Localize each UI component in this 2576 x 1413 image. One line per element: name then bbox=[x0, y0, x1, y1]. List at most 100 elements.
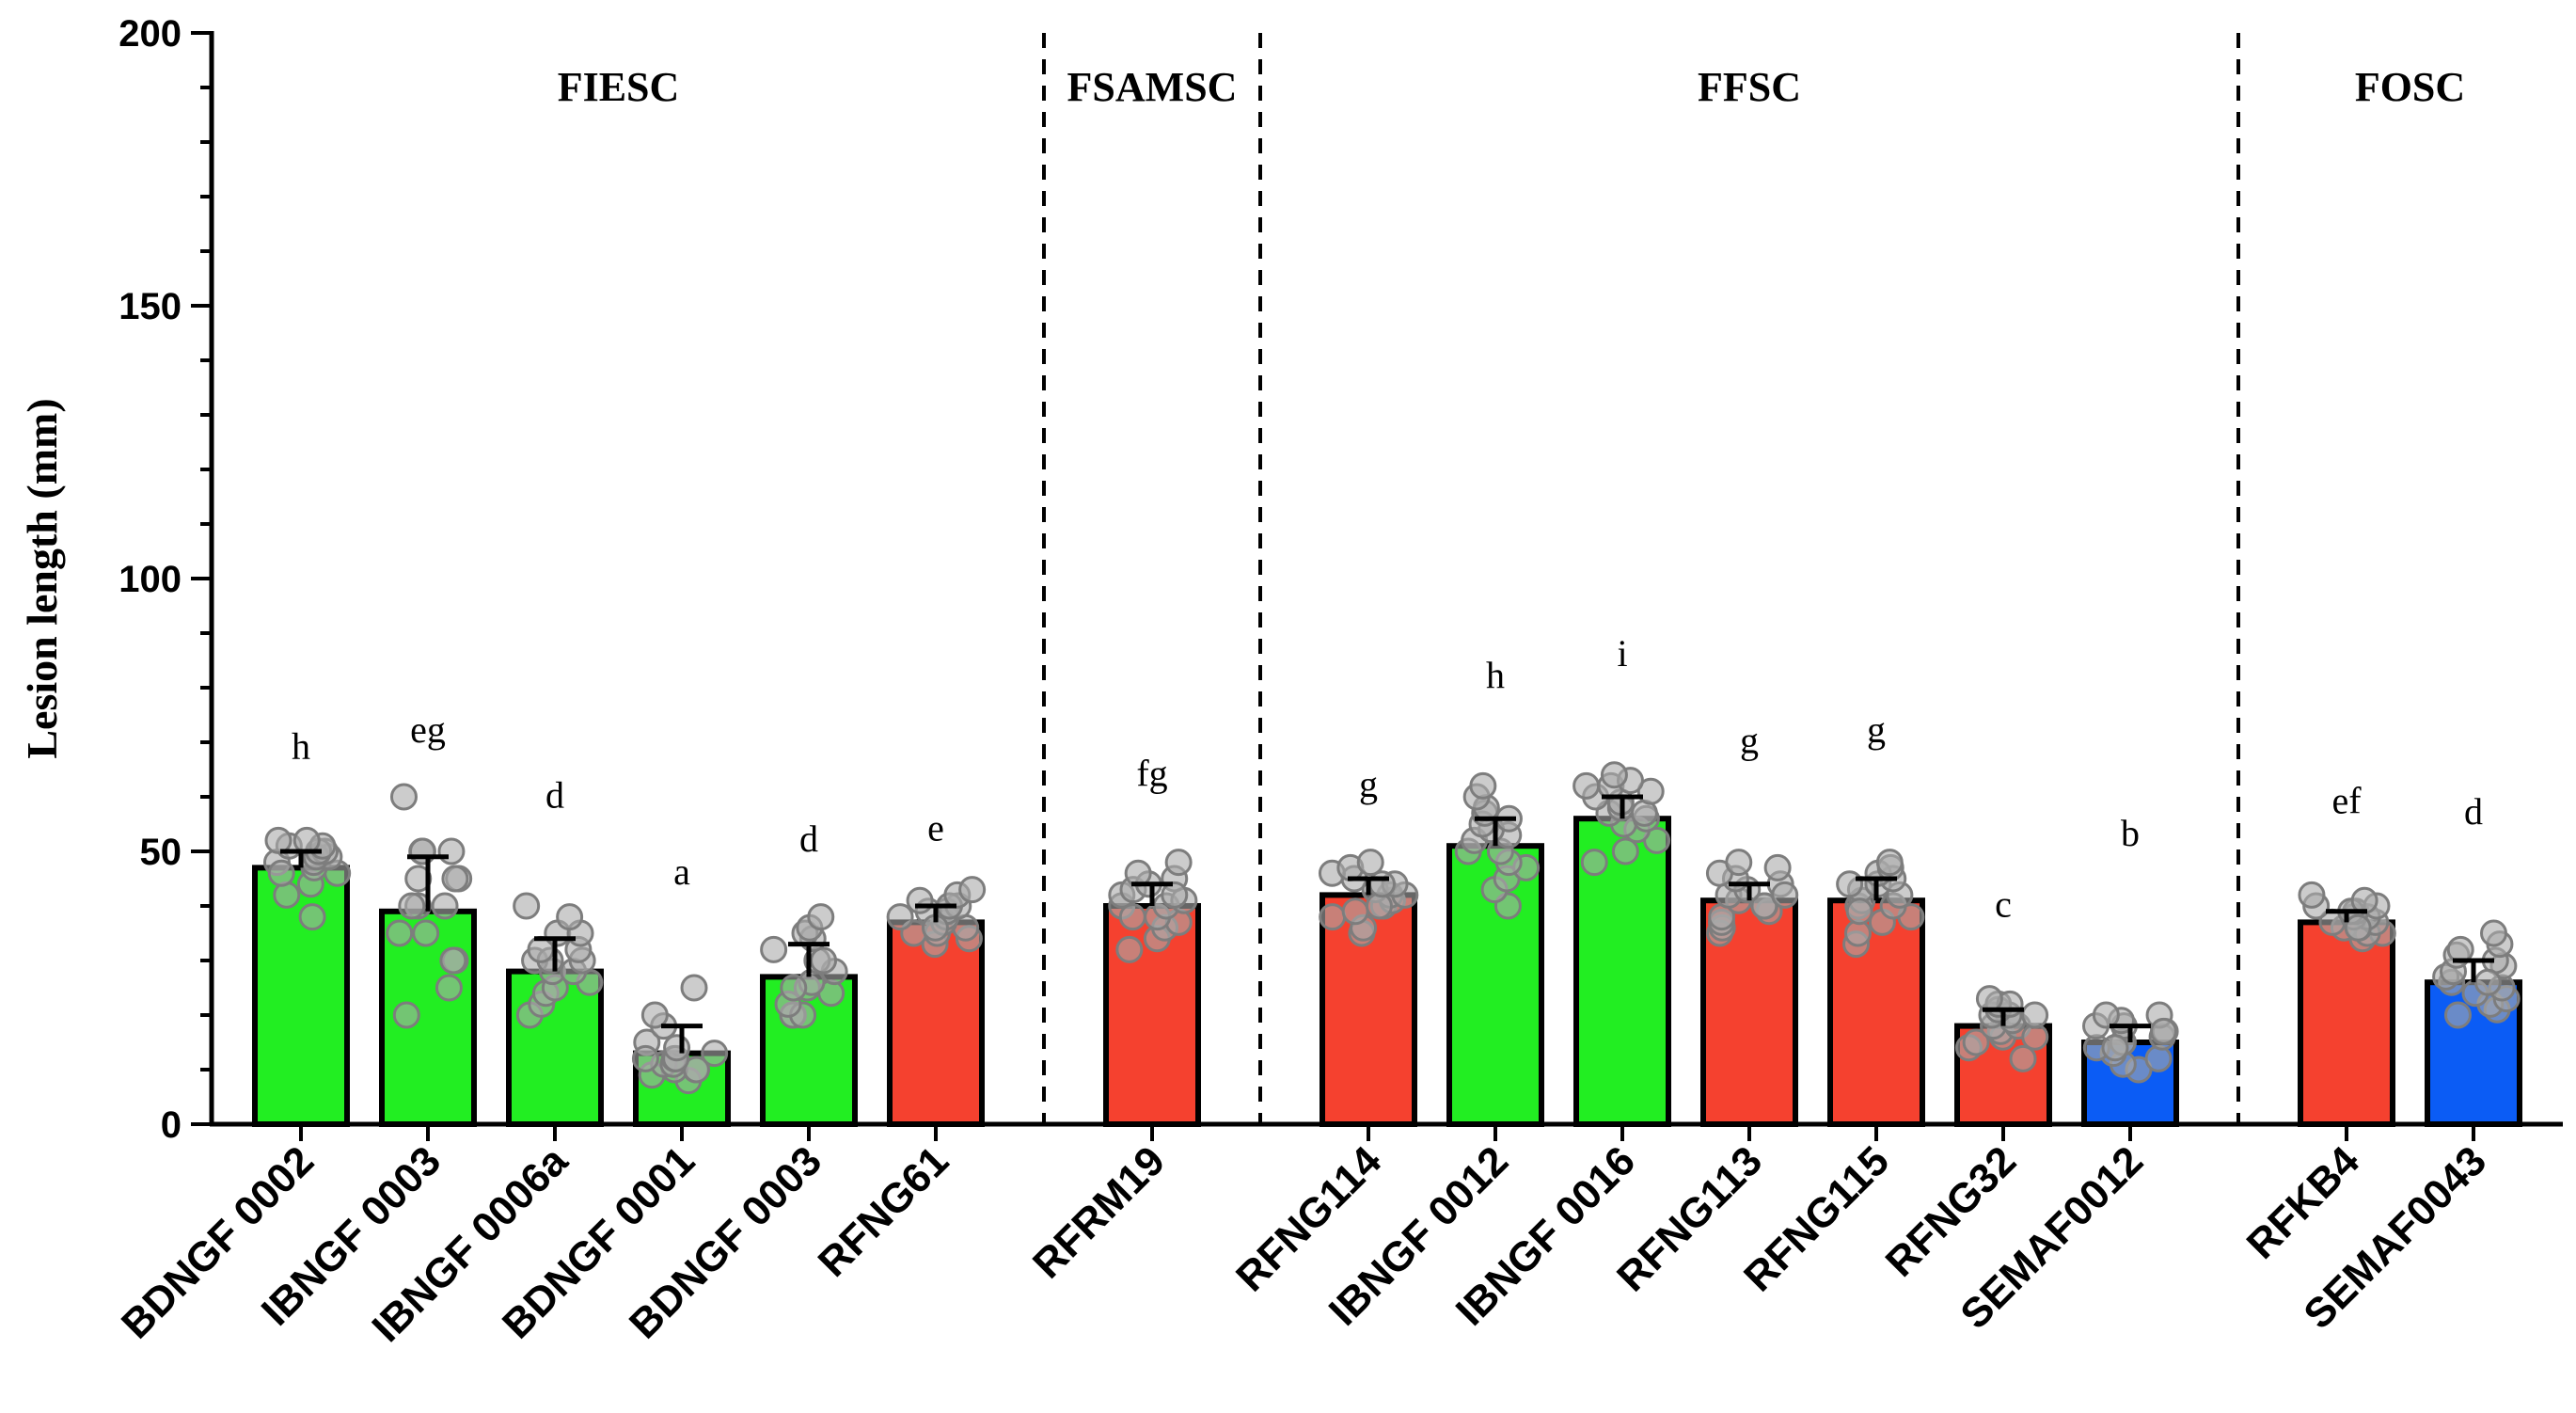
point-rfng32-2 bbox=[1962, 1028, 1990, 1056]
point-bdngf-0002-15 bbox=[267, 859, 295, 887]
point-bdngf-0002-0 bbox=[298, 903, 326, 931]
point-rfng61-12 bbox=[906, 886, 934, 914]
point-semaf0012-15 bbox=[2149, 1017, 2177, 1045]
point-rfng32-0 bbox=[2009, 1044, 2037, 1072]
point-ibngf-0012-15 bbox=[1469, 771, 1497, 800]
point-rfng113-6 bbox=[1750, 892, 1778, 920]
point-rfng115-14 bbox=[1845, 897, 1873, 926]
point-ibngf-0003-11 bbox=[441, 865, 469, 893]
y-ticks: 0 50 100 150 200 bbox=[119, 13, 212, 1146]
point-rfng61-14 bbox=[958, 876, 987, 904]
point-semaf0012-14 bbox=[2101, 1034, 2129, 1062]
point-ibngf-0003-5 bbox=[412, 919, 440, 947]
point-rfng115-15 bbox=[1836, 870, 1864, 898]
group-labels: FIESC FSAMSC FFSC FOSC bbox=[558, 64, 2465, 110]
significance-letter-ibngf-0003: eg bbox=[410, 708, 446, 751]
point-ibngf-0016-13 bbox=[1572, 771, 1601, 800]
point-rfrm19-13 bbox=[1164, 849, 1193, 877]
significance-letter-semaf0012: b bbox=[2121, 812, 2140, 854]
point-semaf0043-14 bbox=[2479, 919, 2507, 947]
point-ibngf-0003-0 bbox=[392, 1001, 420, 1029]
group-dividers bbox=[1042, 33, 2240, 1124]
point-bdngf-0003-15 bbox=[780, 974, 808, 1002]
points-layer bbox=[262, 761, 2521, 1095]
error-bars-layer bbox=[280, 794, 2494, 1054]
point-rfng114-3 bbox=[1341, 897, 1369, 926]
significance-letter-rfng61: e bbox=[927, 806, 944, 849]
significance-letter-rfkb4: ef bbox=[2331, 779, 2362, 821]
point-bdngf-0001-13 bbox=[640, 1001, 669, 1029]
point-ibngf-0003-13 bbox=[408, 837, 436, 865]
point-rfng115-13 bbox=[1875, 849, 1904, 877]
x-tick-label-rfrm19: RFRM19 bbox=[1024, 1137, 1174, 1287]
point-ibngf-0003-15 bbox=[389, 783, 418, 811]
y-axis-title: Lesion length (mm) bbox=[18, 398, 66, 758]
point-bdngf-0001-14 bbox=[680, 974, 708, 1002]
y-tick-label-200: 200 bbox=[119, 13, 182, 55]
point-bdngf-0003-10 bbox=[760, 935, 788, 963]
point-semaf0043-15 bbox=[2473, 968, 2502, 996]
significance-letter-rfng113: g bbox=[1740, 720, 1759, 762]
significance-letter-ibngf-0016: i bbox=[1617, 632, 1627, 675]
point-ibngf-0016-0 bbox=[1580, 849, 1608, 877]
point-rfng113-15 bbox=[1771, 881, 1799, 909]
significance-letter-ibngf-0012: h bbox=[1486, 654, 1505, 696]
point-rfkb4-14 bbox=[2298, 881, 2326, 909]
x-tick-label-rfng61: RFNG61 bbox=[810, 1137, 957, 1285]
point-bdngf-0003-14 bbox=[807, 903, 835, 931]
point-semaf0012-2 bbox=[2144, 1044, 2173, 1072]
point-ibngf-0003-1 bbox=[435, 974, 463, 1002]
significance-letter-ibngf-0006a: d bbox=[545, 774, 564, 817]
point-bdngf-0001-15 bbox=[631, 1044, 659, 1072]
y-tick-label-50: 50 bbox=[140, 832, 182, 873]
point-rfrm19-14 bbox=[1118, 903, 1146, 931]
significance-letter-rfrm19: fg bbox=[1136, 752, 1167, 794]
significance-letter-rfng32: c bbox=[1995, 883, 2012, 926]
point-rfng114-13 bbox=[1356, 849, 1384, 877]
point-rfng114-15 bbox=[1367, 870, 1396, 898]
point-ibngf-0003-4 bbox=[386, 919, 414, 947]
bar-rfkb4 bbox=[2298, 919, 2395, 1128]
point-rfkb4-15 bbox=[2344, 913, 2372, 942]
point-bdngf-0002-1 bbox=[273, 881, 301, 909]
group-label-fiesc: FIESC bbox=[558, 64, 680, 110]
group-label-ffsc: FFSC bbox=[1698, 64, 1801, 110]
bar-bdngf-0002 bbox=[252, 865, 350, 1128]
significance-letter-semaf0043: d bbox=[2464, 790, 2483, 833]
point-semaf0012-12 bbox=[2092, 1001, 2120, 1029]
y-tick-label-150: 150 bbox=[119, 286, 182, 327]
point-ibngf-0003-9 bbox=[404, 865, 433, 893]
significance-letter-bdngf-0003: d bbox=[799, 818, 818, 860]
point-rfng32-15 bbox=[2021, 1001, 2049, 1029]
significance-letter-bdngf-0001: a bbox=[673, 850, 690, 893]
point-bdngf-0001-9 bbox=[701, 1040, 729, 1068]
point-ibngf-0016-11 bbox=[1636, 777, 1665, 805]
point-ibngf-0003-8 bbox=[398, 892, 426, 920]
group-label-fosc: FOSC bbox=[2355, 64, 2465, 110]
point-rfng61-6 bbox=[886, 903, 914, 931]
point-bdngf-0003-9 bbox=[810, 946, 838, 975]
y-tick-label-100: 100 bbox=[119, 559, 182, 600]
group-label-fsamsc: FSAMSC bbox=[1067, 64, 1238, 110]
y-tick-label-0: 0 bbox=[161, 1104, 182, 1146]
point-bdngf-0001-10 bbox=[663, 1034, 691, 1062]
x-tick-label-rfkb4: RFKB4 bbox=[2238, 1137, 2369, 1268]
point-ibngf-0003-3 bbox=[439, 946, 467, 975]
point-bdngf-0002-13 bbox=[264, 826, 292, 854]
point-rfng113-13 bbox=[1763, 853, 1792, 881]
point-rfng114-2 bbox=[1319, 903, 1347, 931]
point-ibngf-0003-6 bbox=[431, 892, 459, 920]
point-ibngf-0016-15 bbox=[1600, 761, 1628, 789]
point-rfng113-14 bbox=[1725, 849, 1753, 877]
point-ibngf-0006a-14 bbox=[556, 903, 584, 931]
point-rfrm19-15 bbox=[1161, 881, 1189, 909]
point-ibngf-0003-14 bbox=[437, 837, 466, 865]
significance-letter-bdngf-0002: h bbox=[292, 724, 310, 767]
point-ibngf-0006a-15 bbox=[513, 892, 541, 920]
point-rfrm19-0 bbox=[1115, 935, 1144, 963]
significance-letters: h eg d a d e fg g h i g g c b ef d bbox=[292, 632, 2483, 926]
point-semaf0043-0 bbox=[2443, 1001, 2472, 1029]
significance-letter-rfng115: g bbox=[1867, 708, 1886, 751]
